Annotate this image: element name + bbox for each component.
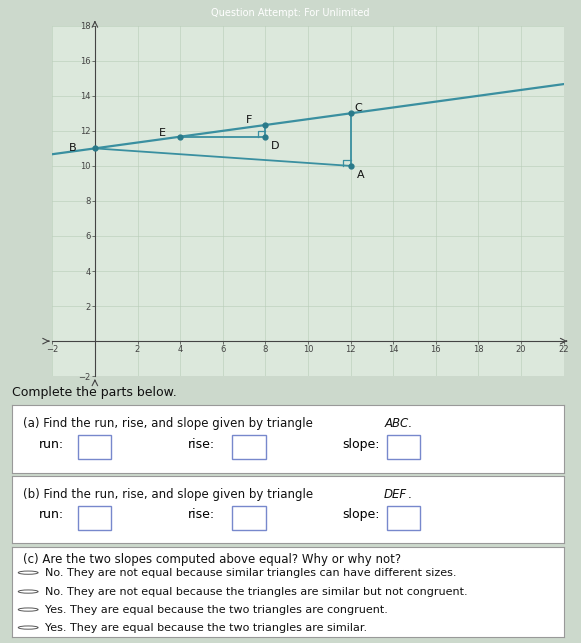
Text: No. They are not equal because the triangles are similar but not congruent.: No. They are not equal because the trian… bbox=[45, 586, 467, 597]
Text: Yes. They are equal because the two triangles are congruent.: Yes. They are equal because the two tria… bbox=[45, 604, 388, 615]
Text: run:: run: bbox=[40, 438, 64, 451]
Text: slope:: slope: bbox=[343, 509, 381, 521]
Text: Yes. They are equal because the two triangles are similar.: Yes. They are equal because the two tria… bbox=[45, 622, 367, 633]
Text: E: E bbox=[159, 128, 166, 138]
FancyBboxPatch shape bbox=[232, 506, 266, 530]
Circle shape bbox=[18, 608, 38, 611]
Circle shape bbox=[18, 571, 38, 574]
Text: No. They are not equal because similar triangles can have different sizes.: No. They are not equal because similar t… bbox=[45, 568, 456, 577]
Text: .: . bbox=[407, 488, 411, 501]
FancyBboxPatch shape bbox=[387, 506, 420, 530]
Text: Question Attempt: For Unlimited: Question Attempt: For Unlimited bbox=[211, 8, 370, 18]
Text: Complete the parts below.: Complete the parts below. bbox=[12, 386, 177, 399]
Text: (a) Find the run, rise, and slope given by triangle: (a) Find the run, rise, and slope given … bbox=[23, 417, 316, 430]
Text: (b) Find the run, rise, and slope given by triangle: (b) Find the run, rise, and slope given … bbox=[23, 488, 317, 501]
FancyBboxPatch shape bbox=[387, 435, 420, 459]
Circle shape bbox=[18, 626, 38, 629]
FancyBboxPatch shape bbox=[78, 506, 111, 530]
Text: DEF: DEF bbox=[384, 488, 407, 501]
Text: D: D bbox=[271, 141, 279, 151]
Circle shape bbox=[18, 590, 38, 593]
Text: slope:: slope: bbox=[343, 438, 381, 451]
Text: (c) Are the two slopes computed above equal? Why or why not?: (c) Are the two slopes computed above eq… bbox=[23, 553, 401, 566]
Text: .: . bbox=[407, 417, 411, 430]
Text: B: B bbox=[69, 143, 77, 154]
FancyBboxPatch shape bbox=[232, 435, 266, 459]
Text: C: C bbox=[355, 103, 363, 113]
FancyBboxPatch shape bbox=[78, 435, 111, 459]
Text: A: A bbox=[357, 170, 364, 179]
Text: ABC: ABC bbox=[384, 417, 408, 430]
Text: run:: run: bbox=[40, 509, 64, 521]
Text: rise:: rise: bbox=[188, 438, 216, 451]
Text: F: F bbox=[246, 114, 253, 125]
Text: rise:: rise: bbox=[188, 509, 216, 521]
